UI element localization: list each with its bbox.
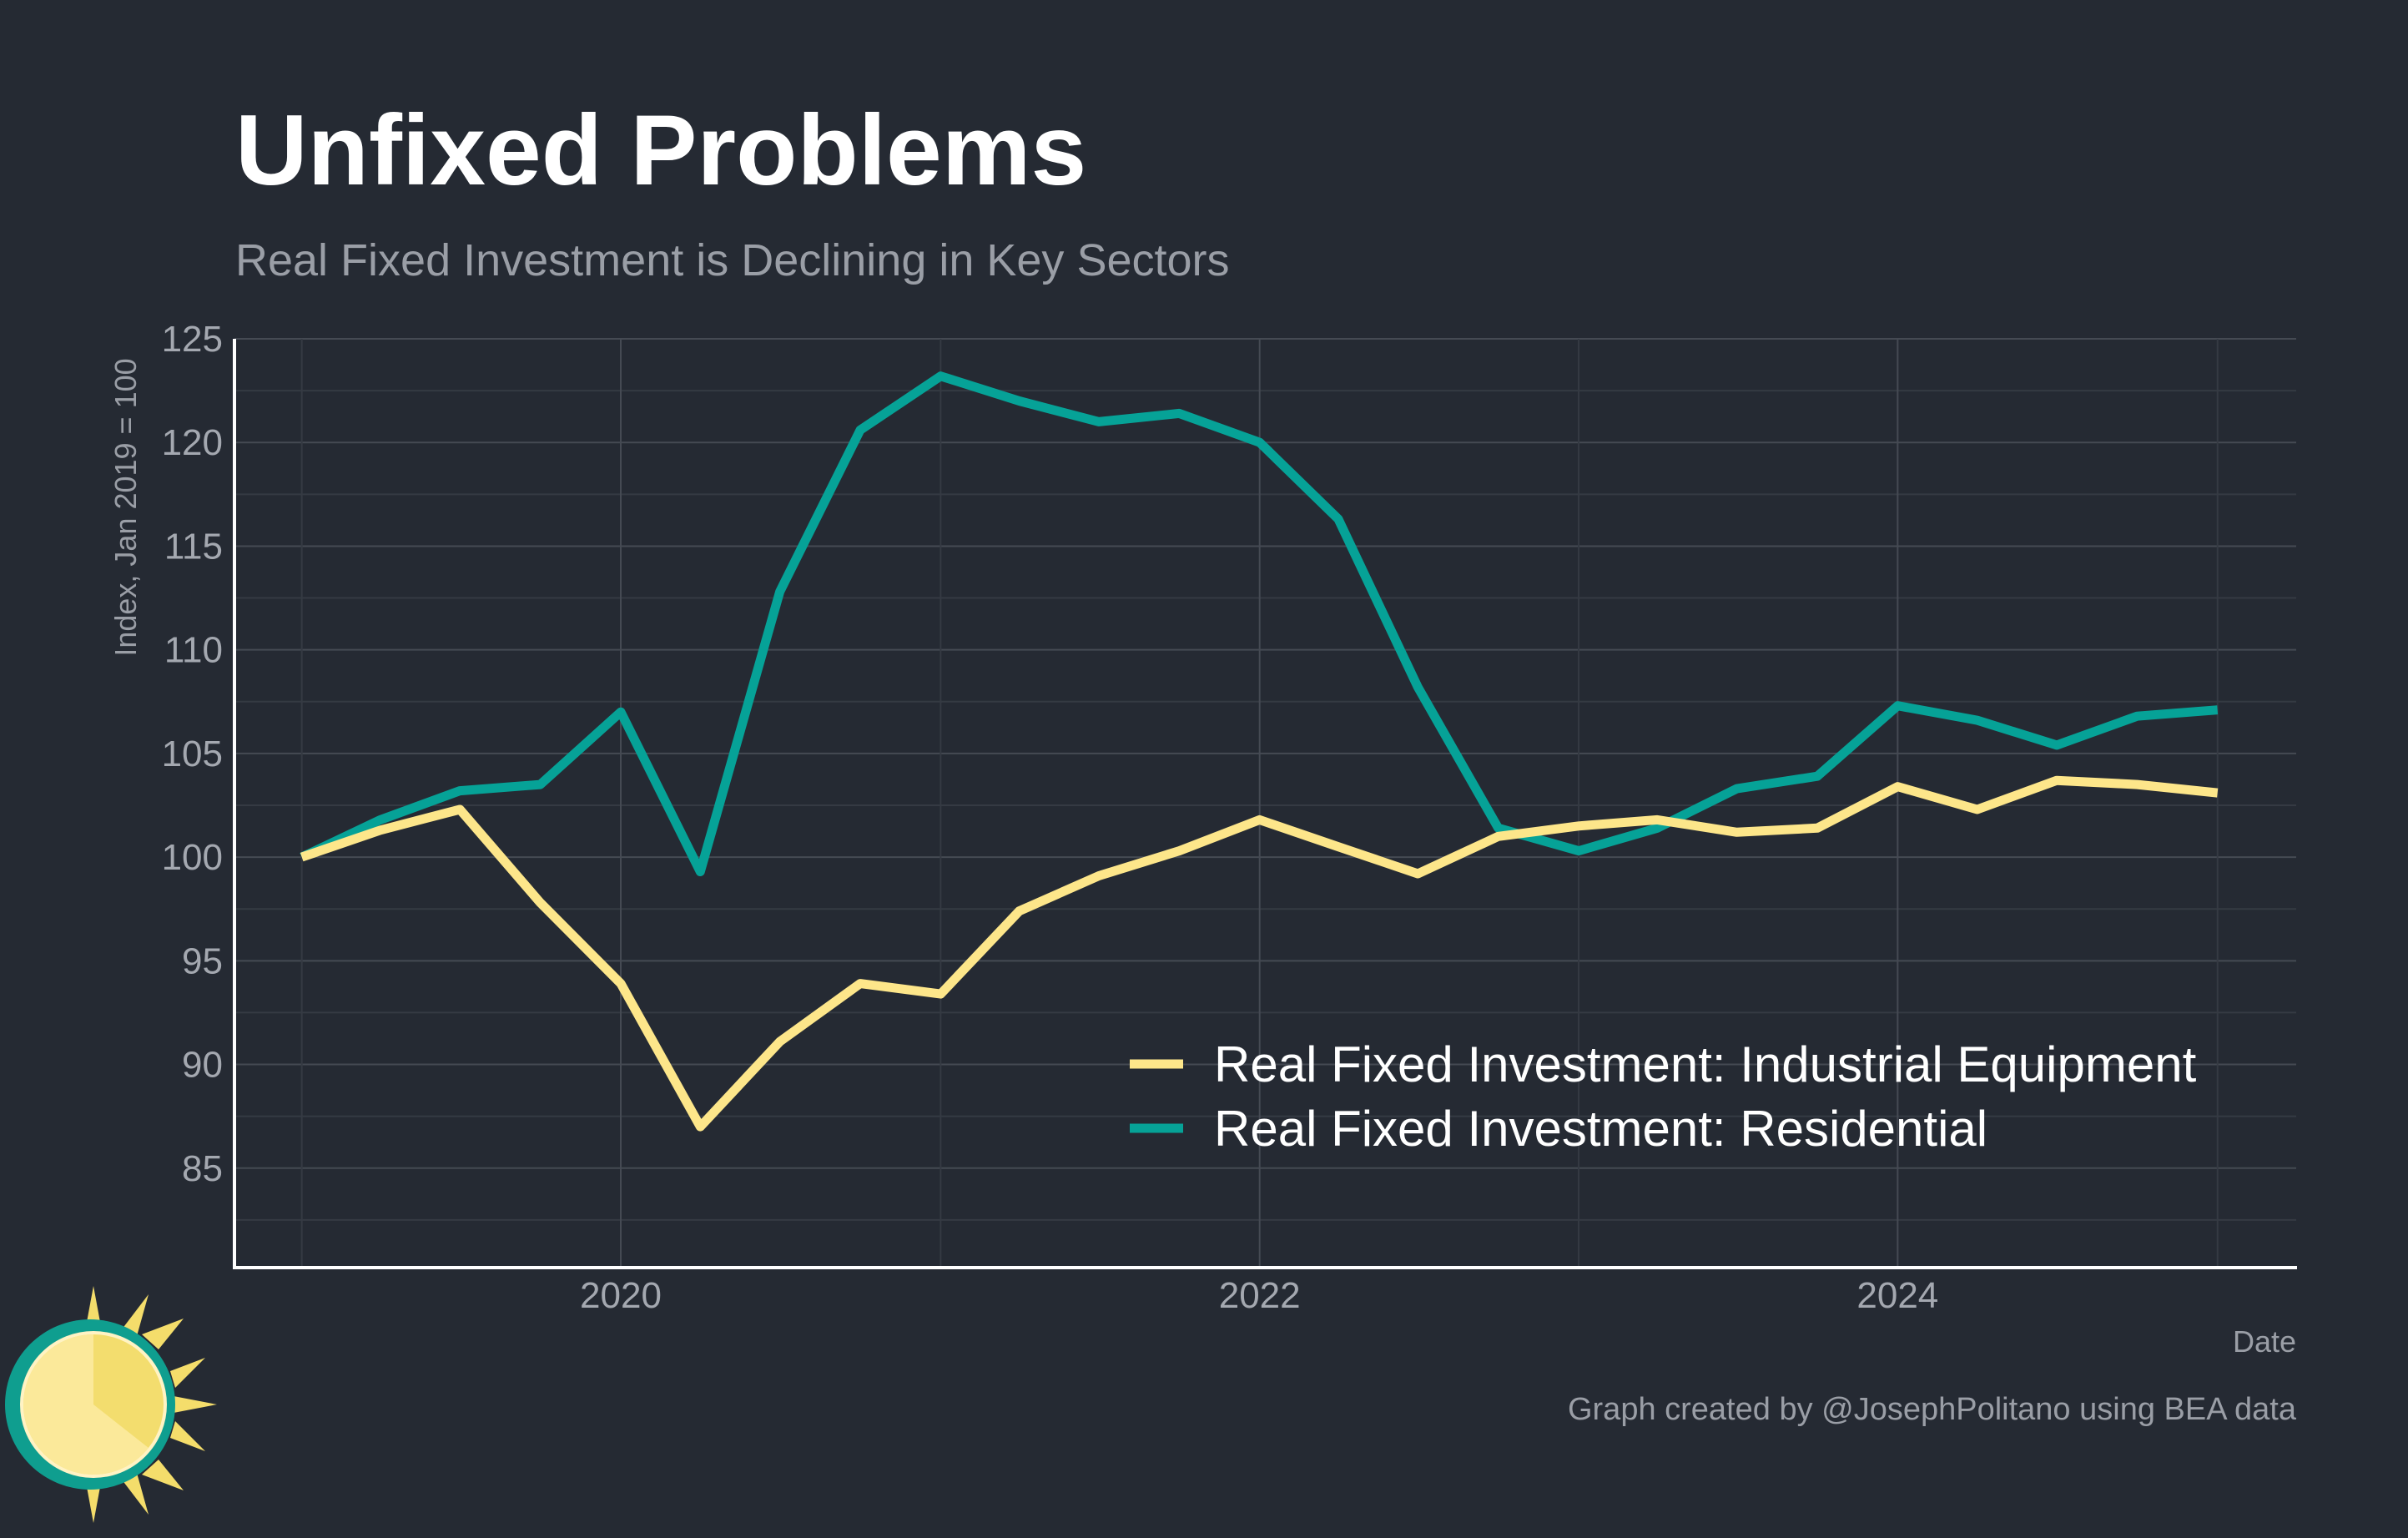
series-lines (300, 371, 2219, 1132)
legend: Real Fixed Investment: Industrial Equipm… (1130, 1036, 2197, 1157)
y-tick-label: 100 (162, 837, 223, 878)
chart-subtitle: Real Fixed Investment is Declining in Ke… (235, 235, 1230, 285)
gridlines (234, 338, 2296, 1268)
legend-label: Real Fixed Investment: Industrial Equipm… (1214, 1036, 2197, 1092)
series-line-residential (300, 371, 2219, 876)
x-tick-label: 2022 (1219, 1275, 1301, 1316)
x-axis-label: Date (2233, 1324, 2296, 1359)
y-tick-label: 90 (182, 1045, 223, 1086)
y-axis-tick-labels: 85 90 95 100 105 110 115 120 125 (162, 319, 223, 1189)
y-tick-label: 115 (164, 526, 223, 567)
sun-face-highlight (23, 1334, 149, 1475)
y-axis-label: Index, Jan 2019 = 100 (108, 358, 143, 656)
x-tick-label: 2020 (580, 1275, 662, 1316)
y-tick-label: 105 (162, 734, 223, 774)
series-line-industrial-equipment (300, 775, 2219, 1132)
y-tick-label: 85 (182, 1148, 223, 1189)
y-tick-label: 110 (164, 630, 223, 671)
x-tick-label: 2024 (1856, 1275, 1938, 1316)
y-tick-label: 95 (182, 940, 223, 981)
y-tick-label: 120 (162, 422, 223, 463)
x-axis-tick-labels: 2020 2022 2024 (580, 1275, 1938, 1316)
source-caption: Graph created by @JosephPolitano using B… (1568, 1392, 2297, 1427)
chart-title: Unfixed Problems (235, 94, 1086, 206)
y-tick-label: 125 (162, 319, 223, 360)
sun-logo-icon (5, 1286, 217, 1523)
legend-label: Real Fixed Investment: Residential (1214, 1101, 1987, 1157)
